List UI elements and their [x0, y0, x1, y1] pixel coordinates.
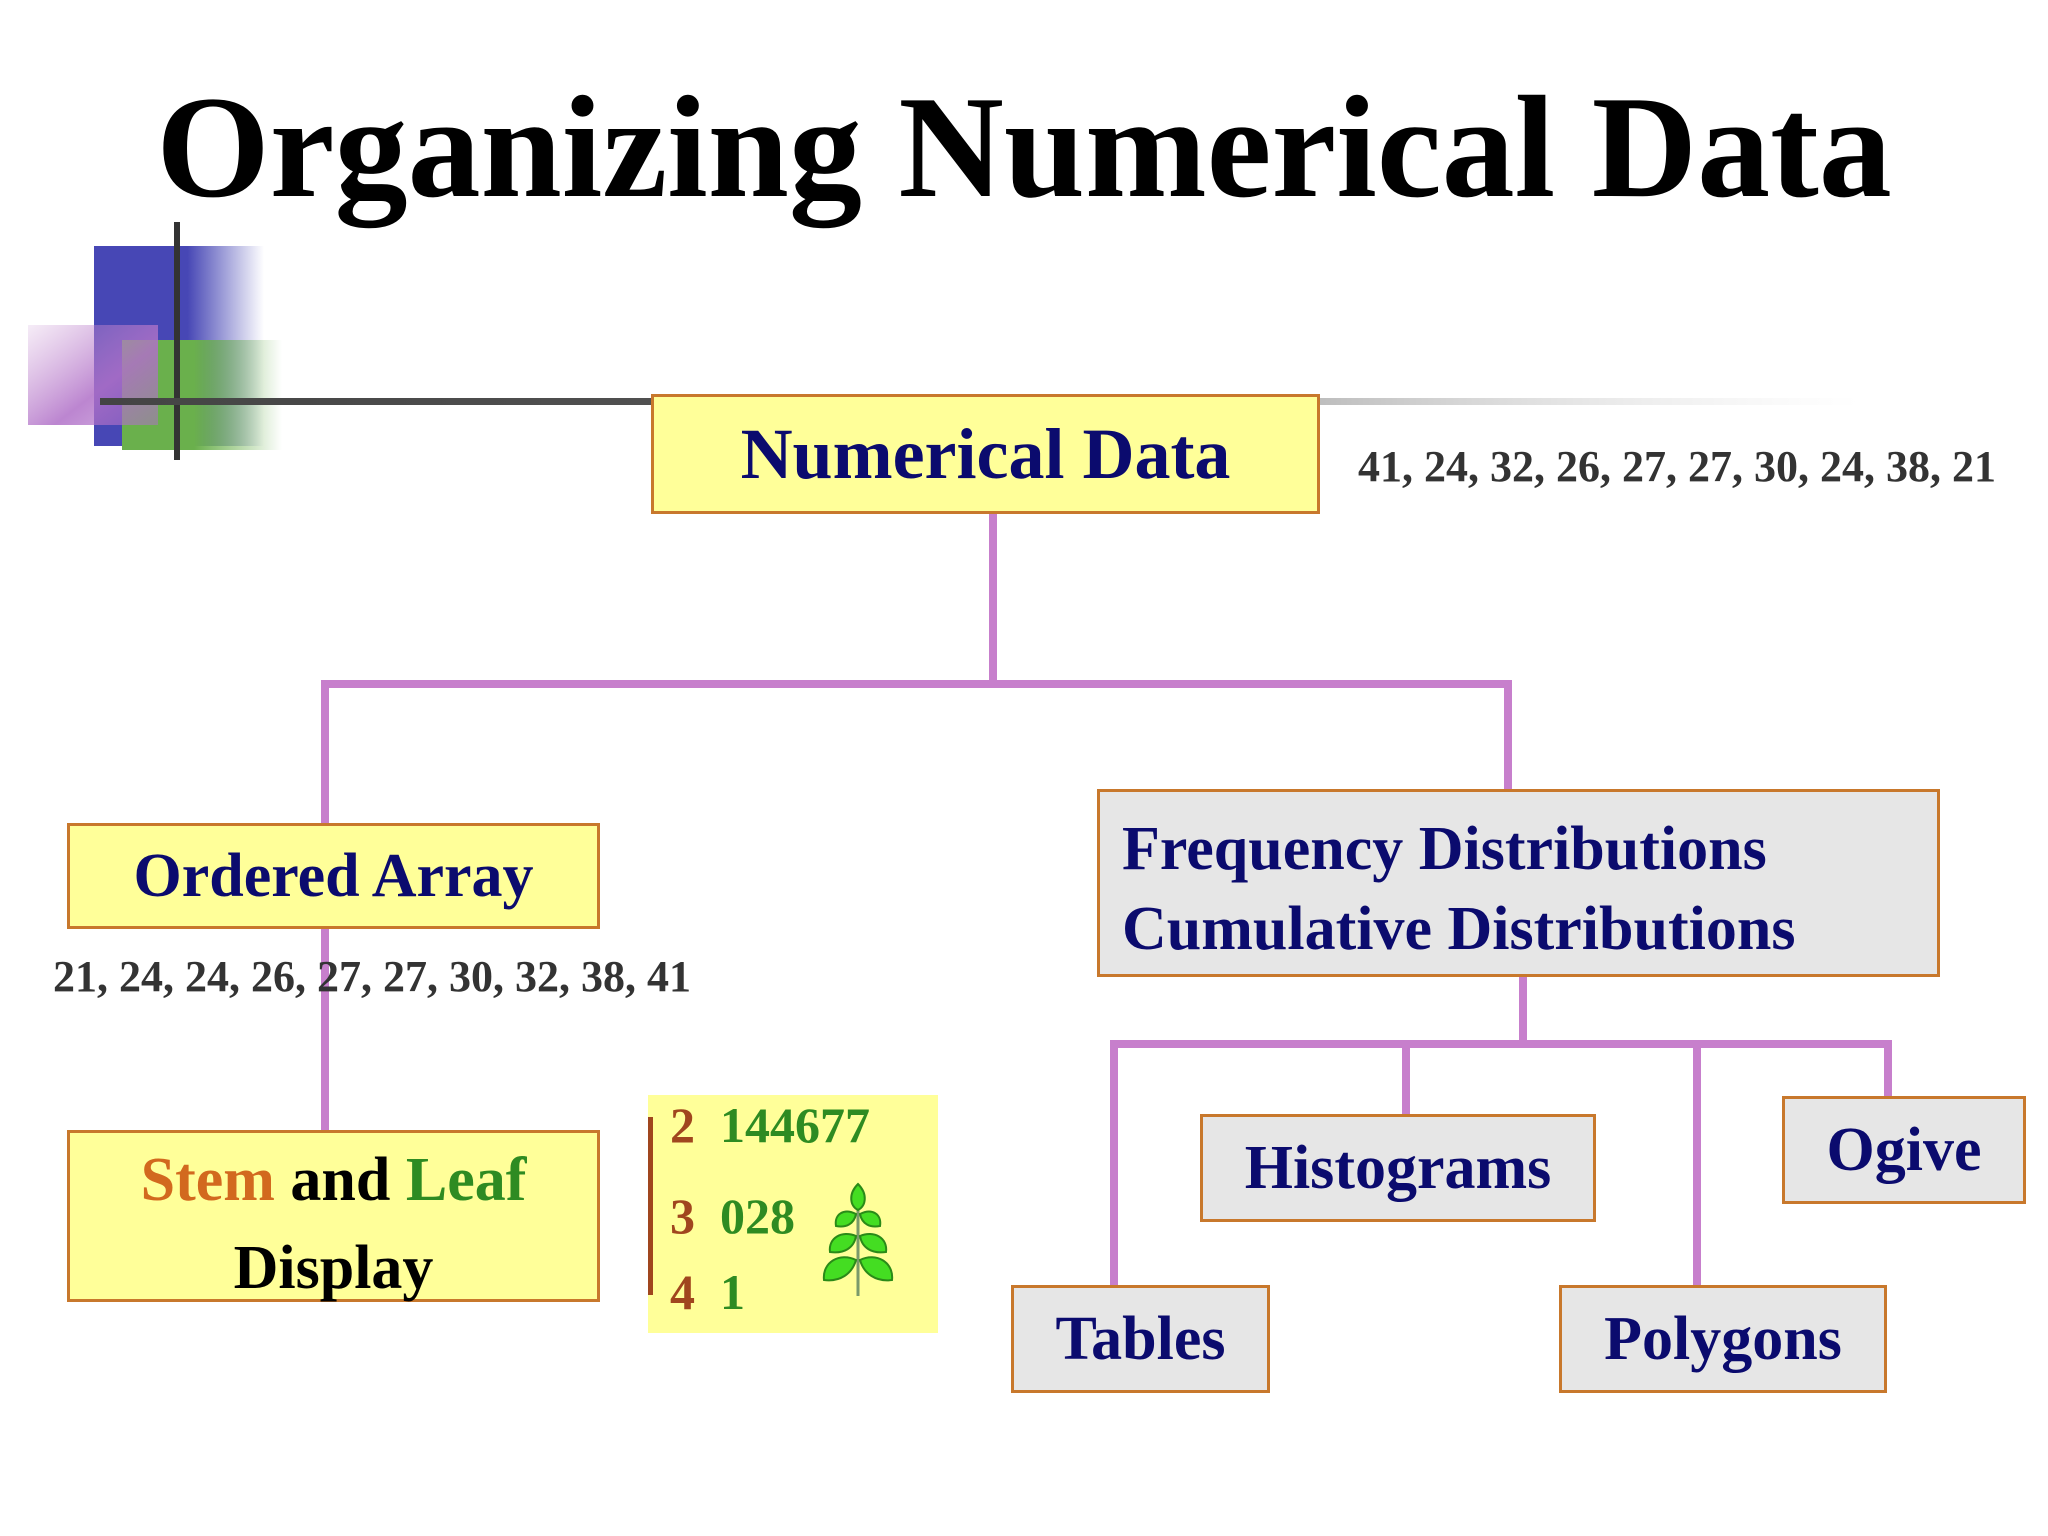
histograms-label: Histograms: [1244, 1133, 1552, 1202]
ordered-array-label: Ordered Array: [133, 841, 534, 910]
tables-label: Tables: [1055, 1304, 1226, 1373]
cumulative-distributions-label: Cumulative Distributions: [1122, 895, 1796, 963]
distributions-box: Frequency Distributions Cumulative Distr…: [1097, 789, 1940, 977]
leaf-word: Leaf: [405, 1146, 527, 1214]
page-title: Organizing Numerical Data: [156, 66, 1892, 228]
stem-leaf-example: [648, 1095, 938, 1333]
stem-word: Stem: [140, 1146, 275, 1214]
sorted-values: 21, 24, 24, 26, 27, 27, 30, 32, 38, 41: [53, 952, 691, 1001]
display-word: Display: [233, 1234, 434, 1302]
numerical-data-box: Numerical Data: [651, 394, 1320, 514]
leafy-plant-icon: [822, 1182, 894, 1296]
stem-leaf-box: Stem and Leaf Display: [67, 1130, 600, 1302]
and-word: and: [274, 1146, 406, 1214]
stem-divider: [648, 1117, 653, 1295]
numerical-data-label: Numerical Data: [740, 413, 1231, 494]
polygons-label: Polygons: [1604, 1304, 1842, 1373]
tables-box: Tables: [1011, 1285, 1270, 1393]
polygons-box: Polygons: [1559, 1285, 1887, 1393]
ogive-label: Ogive: [1826, 1115, 1982, 1184]
stem-row: 4 1: [670, 1264, 745, 1320]
histograms-box: Histograms: [1200, 1114, 1596, 1222]
frequency-distributions-label: Frequency Distributions: [1122, 815, 1767, 883]
stem-row: 2 144677: [670, 1097, 870, 1153]
ordered-array-box: Ordered Array: [67, 823, 600, 929]
stem-row: 3 028: [670, 1188, 795, 1244]
raw-values: 41, 24, 32, 26, 27, 27, 30, 24, 38, 21: [1358, 442, 1996, 491]
ogive-box: Ogive: [1782, 1096, 2026, 1204]
